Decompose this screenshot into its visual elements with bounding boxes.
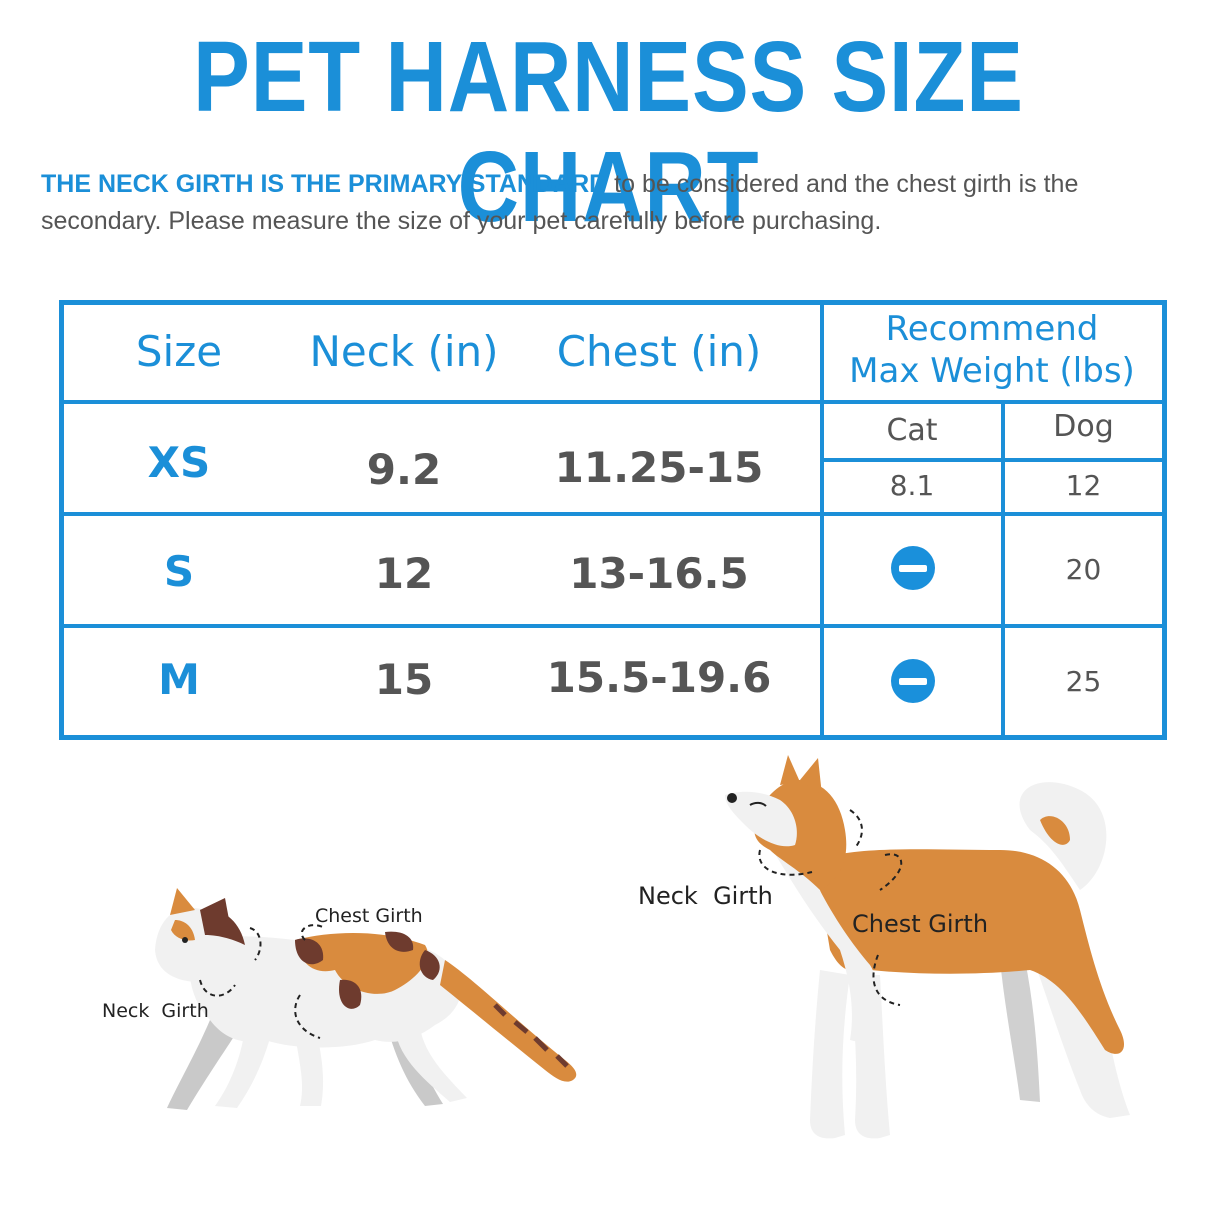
dog-chest-girth-label: Chest Girth <box>852 910 989 938</box>
cat-chest-girth-label: Chest Girth <box>315 905 423 927</box>
subheader-dog: Dog <box>1053 409 1114 444</box>
row-xs-cat: 8.1 <box>889 469 935 502</box>
cat-illustration <box>155 888 577 1110</box>
row-s-dog: 20 <box>1065 553 1102 586</box>
header-weight-line1: Recommend <box>885 309 1099 349</box>
table-divider <box>1001 402 1005 735</box>
header-size: Size <box>135 327 223 376</box>
intro-text: THE NECK GIRTH IS THE PRIMARY STANDARD t… <box>41 166 1201 240</box>
row-m-size: M <box>158 655 200 704</box>
row-s-chest: 13-16.5 <box>569 549 749 598</box>
dog-neck-girth-label: Neck Girth <box>638 882 773 910</box>
cat-neck-girth-label: Neck Girth <box>102 1000 209 1022</box>
header-neck: Neck (in) <box>309 327 499 376</box>
row-xs-neck: 9.2 <box>366 445 442 494</box>
table-divider <box>820 305 824 735</box>
page-title: PET HARNESS SIZE CHART <box>193 21 1024 243</box>
dog-illustration <box>725 755 1130 1139</box>
table-divider <box>64 624 1162 628</box>
row-s-size: S <box>163 547 195 596</box>
row-m-chest: 15.5-19.6 <box>546 653 772 702</box>
table-divider <box>64 400 1162 404</box>
row-xs-size: XS <box>147 438 211 487</box>
row-m-neck: 15 <box>374 655 434 704</box>
subheader-cat: Cat <box>886 413 938 448</box>
row-s-neck: 12 <box>374 549 434 598</box>
table-divider <box>822 458 1162 462</box>
no-entry-icon <box>891 546 935 590</box>
no-entry-icon <box>891 659 935 703</box>
row-xs-chest: 11.25-15 <box>554 443 764 492</box>
header-weight-line2: Max Weight (lbs) <box>849 351 1135 391</box>
size-table: Size Neck (in) Chest (in) Recommend Max … <box>59 300 1167 740</box>
row-xs-dog: 12 <box>1065 469 1102 502</box>
intro-emphasis: THE NECK GIRTH IS THE PRIMARY STANDARD <box>41 170 608 198</box>
intro-rest: to be considered and the chest girth is … <box>41 170 1079 235</box>
row-m-dog: 25 <box>1065 665 1102 698</box>
header-chest: Chest (in) <box>556 327 762 376</box>
table-divider <box>64 512 1162 516</box>
